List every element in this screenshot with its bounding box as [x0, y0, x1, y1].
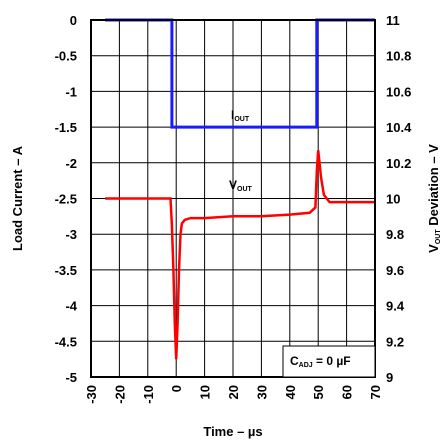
y-right-tick-label: 10	[386, 192, 400, 207]
x-tick-label: 50	[311, 385, 326, 399]
y-left-tick-label: -5	[65, 370, 77, 385]
x-tick-label: 0	[169, 385, 184, 392]
series-line-vout	[105, 150, 375, 360]
x-tick-label: 70	[368, 385, 383, 399]
series-line-iout	[105, 18, 375, 129]
y-left-tick-label: -3	[65, 227, 77, 242]
y-left-tick-label: -1	[65, 84, 77, 99]
x-tick-label: 10	[198, 385, 213, 399]
y-left-tick-label: -1.5	[55, 120, 77, 135]
x-axis-title: Time – µs	[203, 424, 262, 439]
y-left-tick-label: -3.5	[55, 263, 77, 278]
x-tick-label: 40	[283, 385, 298, 399]
y-right-tick-label: 9.6	[386, 263, 404, 278]
y-left-tick-label: 0	[70, 13, 77, 28]
y-right-tick-label: 10.2	[386, 156, 411, 171]
y-right-tick-label: 9.4	[386, 299, 405, 314]
y-right-tick-label: 9.8	[386, 227, 404, 242]
y-left-tick-label: -4.5	[55, 334, 77, 349]
y-left-tick-label: -2.5	[55, 192, 77, 207]
y-left-tick-label: -4	[65, 299, 77, 314]
series-label-vout: VOUT	[229, 178, 253, 193]
y-left-tick-label: -2	[65, 156, 77, 171]
x-tick-label: -30	[84, 385, 99, 404]
y-left-tick-label: -0.5	[55, 49, 77, 64]
annotation-box	[282, 345, 376, 378]
y-right-tick-label: 10.4	[386, 120, 412, 135]
annotation-cadj: CADJ = 0 µF	[290, 354, 351, 369]
y-right-tick-label: 9.2	[386, 334, 404, 349]
y-axis-right-title: VOUT Deviation – V	[426, 144, 442, 253]
x-tick-label: 60	[340, 385, 355, 399]
y-right-tick-label: 9	[386, 370, 393, 385]
tick-labels: 0 -0.5 -1 -1.5 -2 -2.5 -3 -3.5 -4 -4.5 -5 11 10.8 10.…	[55, 13, 412, 404]
x-tick-label: 20	[226, 385, 241, 399]
y-right-tick-label: 11	[386, 13, 400, 28]
x-tick-label: -20	[112, 385, 127, 404]
x-tick-label: -10	[141, 385, 156, 404]
x-tick-label: 30	[254, 385, 269, 399]
plot-frame	[90, 19, 376, 378]
series-label-iout: IOUT	[231, 108, 250, 123]
y-right-tick-label: 10.8	[386, 49, 411, 64]
y-right-tick-label: 10.6	[386, 84, 411, 99]
y-axis-left-title: Load Current – A	[10, 145, 25, 251]
